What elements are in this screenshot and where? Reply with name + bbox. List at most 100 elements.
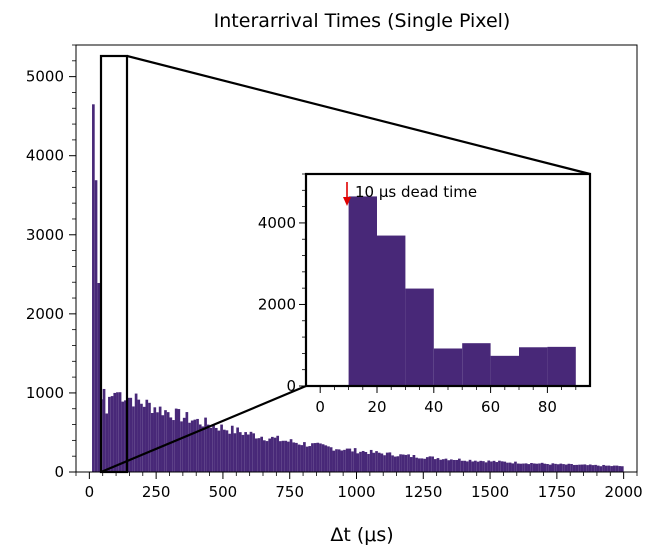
dead-time-annotation: 10 μs dead time	[343, 182, 477, 206]
inset-x-tick-label: 0	[315, 398, 325, 416]
main-bar	[185, 412, 189, 472]
main-bar	[153, 407, 157, 472]
main-bar	[572, 464, 576, 472]
main-bar	[300, 445, 304, 472]
main-bar	[431, 456, 434, 472]
main-bar	[311, 443, 314, 472]
main-bar	[444, 458, 448, 472]
main-bar	[447, 460, 450, 472]
main-bar	[295, 442, 298, 472]
main-x-tick-label: 750	[275, 483, 304, 501]
main-bar	[268, 438, 272, 472]
main-bar	[503, 461, 507, 472]
main-bar	[156, 412, 159, 472]
main-bar	[129, 397, 133, 472]
main-bar	[383, 455, 386, 472]
main-bar	[329, 447, 333, 472]
zoom-connector-bottom	[100, 384, 307, 474]
main-bar	[591, 465, 595, 472]
main-bar	[212, 424, 215, 472]
main-bar	[495, 462, 499, 472]
inset-x-tick-label: 80	[538, 398, 557, 416]
main-bar	[407, 454, 410, 472]
inset-bar	[405, 288, 434, 386]
main-bar	[116, 392, 119, 472]
main-bar	[367, 453, 370, 472]
main-bar	[137, 399, 141, 472]
main-x-tick-label: 250	[142, 483, 171, 501]
main-bar	[575, 464, 579, 472]
inset-y-tick-label: 0	[286, 377, 296, 395]
main-bar	[319, 443, 322, 472]
main-bar	[257, 438, 261, 472]
main-bar	[220, 424, 223, 472]
main-bar	[458, 458, 461, 472]
main-bar	[292, 442, 296, 472]
inset-bar	[348, 196, 377, 386]
main-bar	[124, 400, 127, 472]
main-bar	[599, 466, 603, 472]
main-bar	[508, 462, 512, 472]
main-bar	[102, 388, 106, 472]
inset-ticks: 0 20 40 60 80 0 2000 4000	[258, 173, 577, 416]
main-bar	[364, 451, 368, 472]
main-bar	[511, 463, 515, 472]
main-bar	[241, 434, 245, 472]
main-bar	[570, 464, 573, 472]
main-bar	[441, 459, 445, 472]
main-bar	[425, 457, 429, 472]
main-bar	[134, 393, 138, 472]
main-bar	[567, 463, 571, 472]
main-bar	[594, 464, 597, 472]
main-x-tick-label: 1000	[337, 483, 375, 501]
main-bar	[417, 458, 421, 472]
main-bar	[380, 453, 384, 472]
main-bar	[415, 457, 418, 472]
main-bar	[148, 402, 151, 472]
main-bar	[316, 442, 320, 472]
main-bar	[439, 459, 442, 472]
main-bar	[615, 465, 619, 472]
main-bar	[332, 450, 336, 472]
main-bar	[428, 456, 432, 472]
main-bar	[375, 451, 378, 472]
x-axis-label: Δt (μs)	[330, 524, 393, 546]
main-bar	[460, 460, 464, 472]
main-bar	[273, 437, 277, 472]
inset-plot: 0 20 40 60 80 0 2000 4000 10 μs dead time	[258, 172, 592, 416]
main-bar	[206, 424, 210, 472]
main-bar	[180, 421, 183, 472]
main-bar	[108, 396, 111, 472]
main-bar	[164, 410, 167, 472]
main-bar	[233, 433, 237, 472]
main-bar	[588, 464, 592, 472]
main-bar	[404, 454, 408, 472]
main-bar	[583, 464, 587, 472]
main-bar	[409, 457, 413, 472]
main-bar	[236, 427, 239, 472]
main-bar	[92, 104, 95, 472]
main-bar	[548, 464, 552, 472]
main-bar	[492, 460, 496, 472]
main-bar	[204, 417, 207, 472]
main-bar	[556, 464, 560, 472]
main-x-tick-label: 2000	[605, 483, 643, 501]
main-x-tick-label: 0	[85, 483, 95, 501]
main-bar	[230, 425, 234, 472]
zoom-connector-top	[126, 54, 591, 176]
main-bar	[324, 445, 328, 472]
main-bar	[377, 452, 381, 472]
main-bar	[391, 455, 394, 472]
main-bar	[348, 448, 352, 472]
main-bar	[393, 456, 397, 472]
main-bar	[359, 451, 362, 472]
main-bar	[607, 465, 611, 472]
main-bar	[335, 449, 338, 472]
main-bar	[169, 417, 173, 472]
main-bar	[564, 464, 568, 472]
main-bar	[313, 443, 317, 472]
inset-y-tick-label: 4000	[258, 214, 296, 232]
main-bar	[305, 446, 309, 472]
main-bar	[321, 444, 325, 472]
main-bar	[522, 463, 525, 472]
